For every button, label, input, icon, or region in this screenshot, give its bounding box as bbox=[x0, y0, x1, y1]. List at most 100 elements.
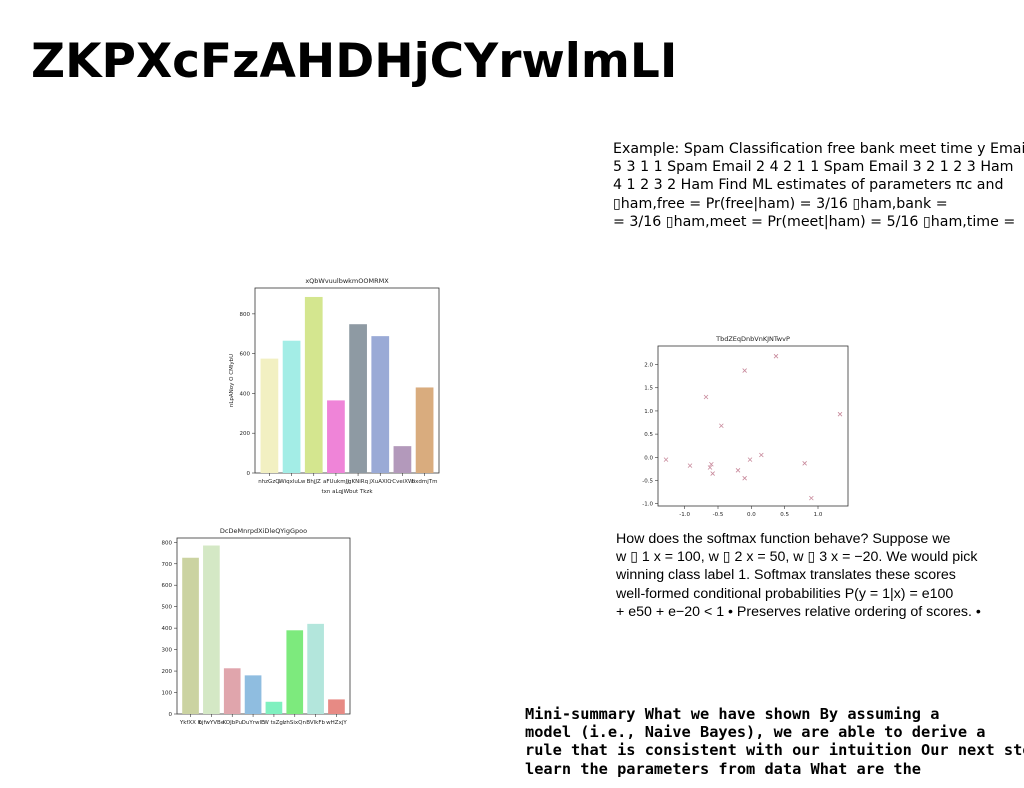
x-axis-label: txn aLqjWbut Tkzk bbox=[321, 489, 373, 495]
bar bbox=[304, 296, 323, 473]
x-tick-label: YkfXX K bbox=[179, 720, 202, 726]
x-tick-label: aFUukmJJ bbox=[323, 479, 349, 485]
x-tick-label: DuYrwlE bbox=[242, 720, 265, 726]
x-tick-label: 0.0 bbox=[747, 512, 756, 516]
bar bbox=[415, 387, 434, 473]
scatter-point bbox=[742, 368, 747, 373]
y-tick-label: 200 bbox=[240, 431, 251, 437]
bar bbox=[286, 630, 304, 714]
text-line: 5 3 1 1 Spam Email 2 4 2 1 1 Spam Email … bbox=[613, 159, 1014, 176]
bar bbox=[349, 324, 367, 473]
bar bbox=[393, 446, 412, 473]
x-tick-label: bjfwYVBe bbox=[199, 720, 225, 726]
plot-frame bbox=[657, 345, 849, 507]
scatter-point bbox=[837, 411, 843, 417]
text-line: Example: Spam Classification free bank m… bbox=[613, 141, 1024, 157]
y-tick-label: 100 bbox=[162, 691, 173, 697]
y-tick-label: 600 bbox=[240, 352, 251, 358]
x-tick-label: -0.5 bbox=[713, 512, 724, 516]
x-tick-label: W tsZgl bbox=[263, 720, 284, 726]
x-tick-label: jXuAXlC bbox=[368, 479, 391, 485]
y-tick-label: 200 bbox=[162, 669, 173, 675]
scatter-point bbox=[747, 457, 753, 462]
bar bbox=[260, 358, 279, 473]
plot-frame bbox=[254, 287, 440, 474]
bar bbox=[223, 668, 241, 714]
text-line: = 3/16 ▯ham,meet = Pr(meet|ham) = 5/16 ▯… bbox=[613, 213, 1016, 230]
x-tick-label: zhSixQn bbox=[284, 720, 307, 726]
bar bbox=[282, 340, 301, 473]
y-tick-label: 400 bbox=[162, 626, 173, 632]
y-tick-label: 0 bbox=[169, 712, 173, 718]
scatter-point bbox=[710, 471, 715, 476]
softmax-text: How does the softmax function behave? Su… bbox=[616, 530, 1024, 621]
x-tick-label: 1.0 bbox=[814, 512, 823, 516]
y-tick-label: 2.0 bbox=[644, 363, 653, 369]
y-tick-label: 1.0 bbox=[644, 409, 653, 415]
chart-title: DcDeMnrpdXiDleQYigGpoo bbox=[220, 527, 307, 535]
text-line: How does the softmax function behave? Su… bbox=[616, 531, 951, 547]
x-tick-label: BVlkFb bbox=[306, 720, 325, 726]
text-line: 4 1 2 3 2 Ham Find ML estimates of param… bbox=[613, 177, 1004, 194]
bar bbox=[327, 400, 345, 473]
text-line: w ▯ 1 x = 100, w ▯ 2 x = 50, w ▯ 3 x = −… bbox=[616, 549, 978, 566]
y-tick-label: 400 bbox=[240, 391, 251, 397]
x-tick-label: BhjJZ bbox=[307, 479, 321, 485]
scatter-chart: TbdZEqDnbVnKJNTwvP -1.0 -0.5 0.0 0.5 1.0 1.5 2.… bbox=[620, 331, 855, 516]
y-tick-label: -1.0 bbox=[642, 502, 653, 508]
mini-summary-text: Mini-summary What we have shown By assum… bbox=[525, 705, 1024, 778]
scatter-point bbox=[687, 463, 693, 468]
text-line: ▯ham,free = Pr(free|ham) = 3/16 ▯ham,ban… bbox=[613, 195, 948, 212]
x-tick-label: jWiqxluLw bbox=[277, 479, 306, 485]
x-tick-label: rCveiXWi bbox=[390, 479, 415, 485]
text-line: model (i.e., Naive Bayes), we are able t… bbox=[525, 723, 986, 742]
scatter-point bbox=[703, 394, 709, 400]
chart-title: xQbWvuulbwkmOOMRMX bbox=[305, 277, 389, 285]
y-tick-label: 300 bbox=[162, 648, 173, 654]
text-line: + e50 + e−20 < 1 • Preserves relative or… bbox=[616, 603, 981, 620]
bar bbox=[371, 336, 390, 473]
y-tick-label: 0.0 bbox=[644, 455, 653, 461]
y-tick-label: 800 bbox=[240, 312, 251, 318]
y-tick-label: 700 bbox=[162, 562, 173, 568]
y-tick-label: 600 bbox=[162, 583, 173, 589]
plot-frame bbox=[176, 537, 351, 715]
scatter-point bbox=[735, 468, 741, 473]
scatter-point bbox=[742, 475, 747, 481]
text-line: well-formed conditional probabilities P(… bbox=[616, 585, 954, 602]
x-tick-label: wHZxjY bbox=[326, 720, 347, 726]
bar bbox=[307, 623, 324, 714]
spam-example-text: Example: Spam Classification free bank m… bbox=[613, 140, 1024, 231]
text-line: winning class label 1. Softmax translate… bbox=[616, 567, 956, 584]
bar bbox=[244, 675, 262, 714]
y-tick-label: 500 bbox=[162, 605, 173, 611]
text-line: learn the parameters from data What are … bbox=[525, 759, 922, 778]
y-tick-label: 1.5 bbox=[644, 386, 653, 392]
scatter-point bbox=[719, 423, 724, 429]
bar bbox=[328, 699, 345, 714]
y-tick-label: -0.5 bbox=[642, 478, 653, 484]
scatter-point bbox=[707, 465, 713, 470]
x-tick-label: 0.5 bbox=[780, 512, 789, 516]
scatter-point bbox=[663, 457, 669, 462]
scatter-point bbox=[802, 461, 807, 466]
x-tick-label: nhzGzCl bbox=[258, 479, 281, 485]
y-tick-label: 0.5 bbox=[644, 432, 653, 438]
text-line: Mini-summary What we have shown By assum… bbox=[525, 705, 940, 723]
scatter-point bbox=[709, 461, 714, 467]
x-tick-label: gKNiRq bbox=[348, 479, 368, 485]
bar-chart-1: xQbWvuulbwkmOOMRMX 0 200 400 600 800 nhzGzCljW… bbox=[225, 272, 450, 497]
bar bbox=[265, 701, 283, 714]
bar-chart-2: DcDeMnrpdXiDleQYigGpoo 0 100 200 300 400 500 60… bbox=[155, 522, 360, 728]
text-line: rule that is consistent with our intuiti… bbox=[525, 741, 1024, 760]
x-tick-label: KOJbPu bbox=[223, 720, 242, 726]
x-tick-label: -1.0 bbox=[679, 512, 690, 516]
y-tick-label: 0 bbox=[247, 471, 251, 477]
x-tick-label: bxdmjTm bbox=[412, 479, 438, 485]
y-axis-label: nLpANoy O CMlybU bbox=[229, 354, 235, 407]
scatter-point bbox=[809, 495, 814, 501]
bar bbox=[182, 557, 199, 714]
chart-title: TbdZEqDnbVnKJNTwvP bbox=[715, 335, 790, 343]
bar bbox=[203, 545, 220, 714]
scatter-point bbox=[759, 452, 764, 458]
